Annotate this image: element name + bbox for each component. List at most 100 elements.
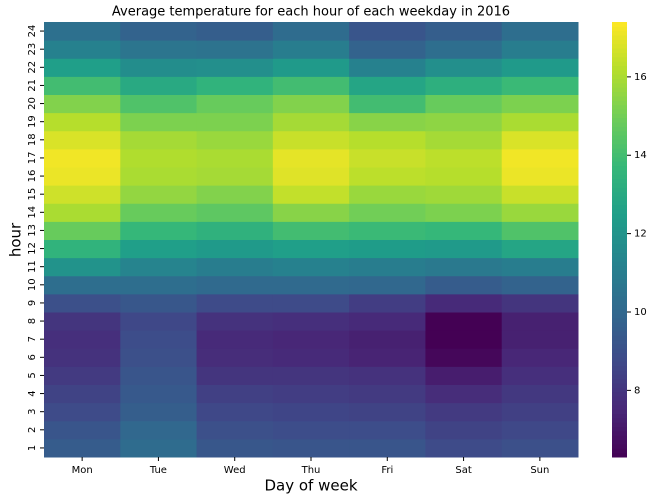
heat-cell	[196, 402, 274, 422]
colorbar-segment	[612, 426, 627, 432]
heat-cell	[425, 348, 503, 367]
heat-cell	[349, 438, 426, 458]
heat-cell	[196, 221, 274, 240]
x-tick-label: Thu	[301, 465, 321, 476]
heat-cell	[272, 185, 350, 204]
colorbar-segment	[612, 204, 627, 210]
colorbar-segment	[612, 165, 627, 171]
heat-cell	[196, 130, 274, 150]
heat-cell	[44, 94, 121, 114]
x-tick-label: Sun	[530, 465, 549, 476]
heat-cell	[349, 366, 426, 385]
heat-cell	[272, 221, 350, 240]
colorbar-segment	[612, 417, 627, 423]
heat-cell	[425, 366, 503, 385]
heat-cell	[425, 94, 503, 114]
heat-cell	[501, 58, 579, 77]
y-tick-label: 5	[27, 372, 38, 378]
colorbar-segment	[612, 156, 627, 162]
colorbar-segment	[612, 317, 627, 323]
colorbar-segment	[612, 174, 627, 180]
colorbar-segment	[612, 296, 627, 301]
heat-cell	[501, 420, 579, 440]
heat-cell	[44, 330, 121, 349]
heat-cell	[501, 185, 579, 204]
y-tick-label: 6	[27, 354, 38, 360]
colorbar-segment	[612, 287, 627, 293]
colorbar-segment	[612, 82, 627, 88]
heat-cell	[196, 239, 274, 259]
heat-cell	[272, 167, 350, 186]
heat-cell	[120, 330, 198, 349]
y-tick-label: 4	[27, 390, 38, 396]
heat-cell	[272, 22, 350, 41]
heat-cell	[44, 348, 121, 367]
x-tick-label: Mon	[72, 465, 93, 476]
colorbar-segment	[612, 309, 627, 314]
heat-cell	[272, 275, 350, 295]
heat-cell	[501, 402, 579, 422]
heat-cell	[425, 22, 503, 41]
heat-cell	[272, 330, 350, 349]
y-tick-label: 23	[27, 43, 38, 56]
heat-cell	[120, 293, 198, 313]
heat-cell	[44, 384, 121, 404]
y-tick-label: 1	[27, 445, 38, 451]
colorbar-segment	[612, 143, 627, 149]
colorbar-segment	[612, 261, 627, 267]
heat-cell	[120, 438, 198, 458]
heat-cell	[272, 40, 350, 59]
heat-cell	[501, 221, 579, 240]
colorbar-segment	[612, 130, 627, 136]
heat-cell	[425, 167, 503, 186]
colorbar-segment	[612, 152, 627, 158]
heat-cell	[196, 420, 274, 440]
colorbar-segment	[612, 370, 627, 375]
heat-cell	[349, 94, 426, 114]
heat-cell	[425, 312, 503, 331]
colorbar-tick-label: 8	[634, 385, 640, 396]
colorbar-segment	[612, 356, 627, 362]
y-tick-label: 15	[27, 188, 38, 201]
heat-cell	[272, 402, 350, 422]
colorbar-segment	[612, 187, 627, 193]
heat-cell	[349, 76, 426, 95]
heat-cell	[425, 275, 503, 295]
heat-cell	[349, 257, 426, 277]
colorbar-segment	[612, 326, 627, 332]
y-tick-label: 18	[27, 133, 38, 146]
heat-cell	[425, 257, 503, 277]
heat-cell	[44, 366, 121, 385]
heat-cell	[272, 420, 350, 440]
heat-cell	[196, 366, 274, 385]
heat-cell	[272, 312, 350, 331]
heat-cell	[425, 112, 503, 132]
colorbar-segment	[612, 217, 627, 223]
y-tick-label: 10	[27, 278, 38, 291]
colorbar-tick-label: 12	[634, 229, 647, 240]
x-tick-label: Sat	[455, 465, 471, 476]
colorbar-segment	[612, 178, 627, 184]
y-tick-label: 16	[27, 170, 38, 183]
colorbar-segment	[612, 378, 627, 384]
y-tick-label: 7	[27, 336, 38, 342]
heat-cell	[196, 330, 274, 349]
colorbar-segment	[612, 252, 627, 258]
heat-cell	[501, 22, 579, 41]
heat-cell	[120, 420, 198, 440]
heat-cell	[501, 76, 579, 95]
colorbar-segment	[612, 452, 627, 458]
colorbar-segment	[612, 348, 627, 354]
heat-cell	[272, 203, 350, 222]
heat-cell	[120, 167, 198, 186]
heat-cell	[425, 402, 503, 422]
heat-cell	[272, 76, 350, 95]
colorbar-segment	[612, 78, 627, 84]
heat-cell	[501, 312, 579, 331]
heat-cell	[501, 293, 579, 313]
heat-cell	[501, 348, 579, 367]
colorbar-segment	[612, 109, 627, 114]
heat-cell	[196, 148, 274, 168]
y-tick-label: 12	[27, 242, 38, 255]
colorbar-segment	[612, 400, 627, 406]
